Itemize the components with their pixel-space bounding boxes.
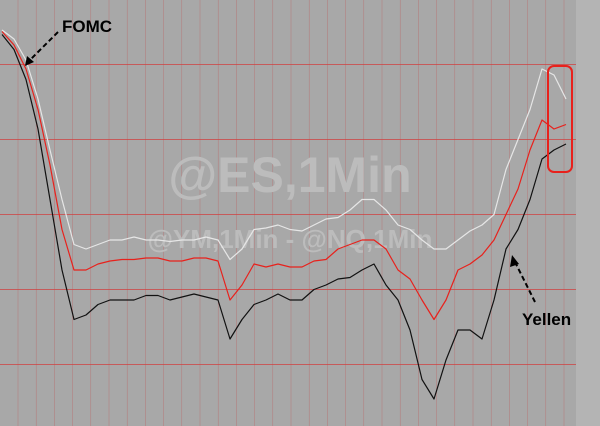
series-line (1, 29, 567, 261)
arrow-head (25, 56, 34, 66)
annotation-arrow (27, 31, 59, 63)
annotation: FOMC (62, 17, 112, 36)
time-grid (17, 0, 565, 426)
value-grid (0, 64, 576, 365)
highlight-box (547, 65, 573, 173)
series-line (1, 34, 567, 400)
series-lines (1, 29, 567, 400)
watermark: @ES,1Min (168, 147, 411, 203)
price-scale (576, 0, 600, 426)
series-line (1, 31, 567, 321)
arrow-head (510, 255, 519, 267)
watermark-sub: @YM,1Min - @NQ,1Min (148, 224, 433, 254)
annotation: Yellen (522, 310, 571, 329)
